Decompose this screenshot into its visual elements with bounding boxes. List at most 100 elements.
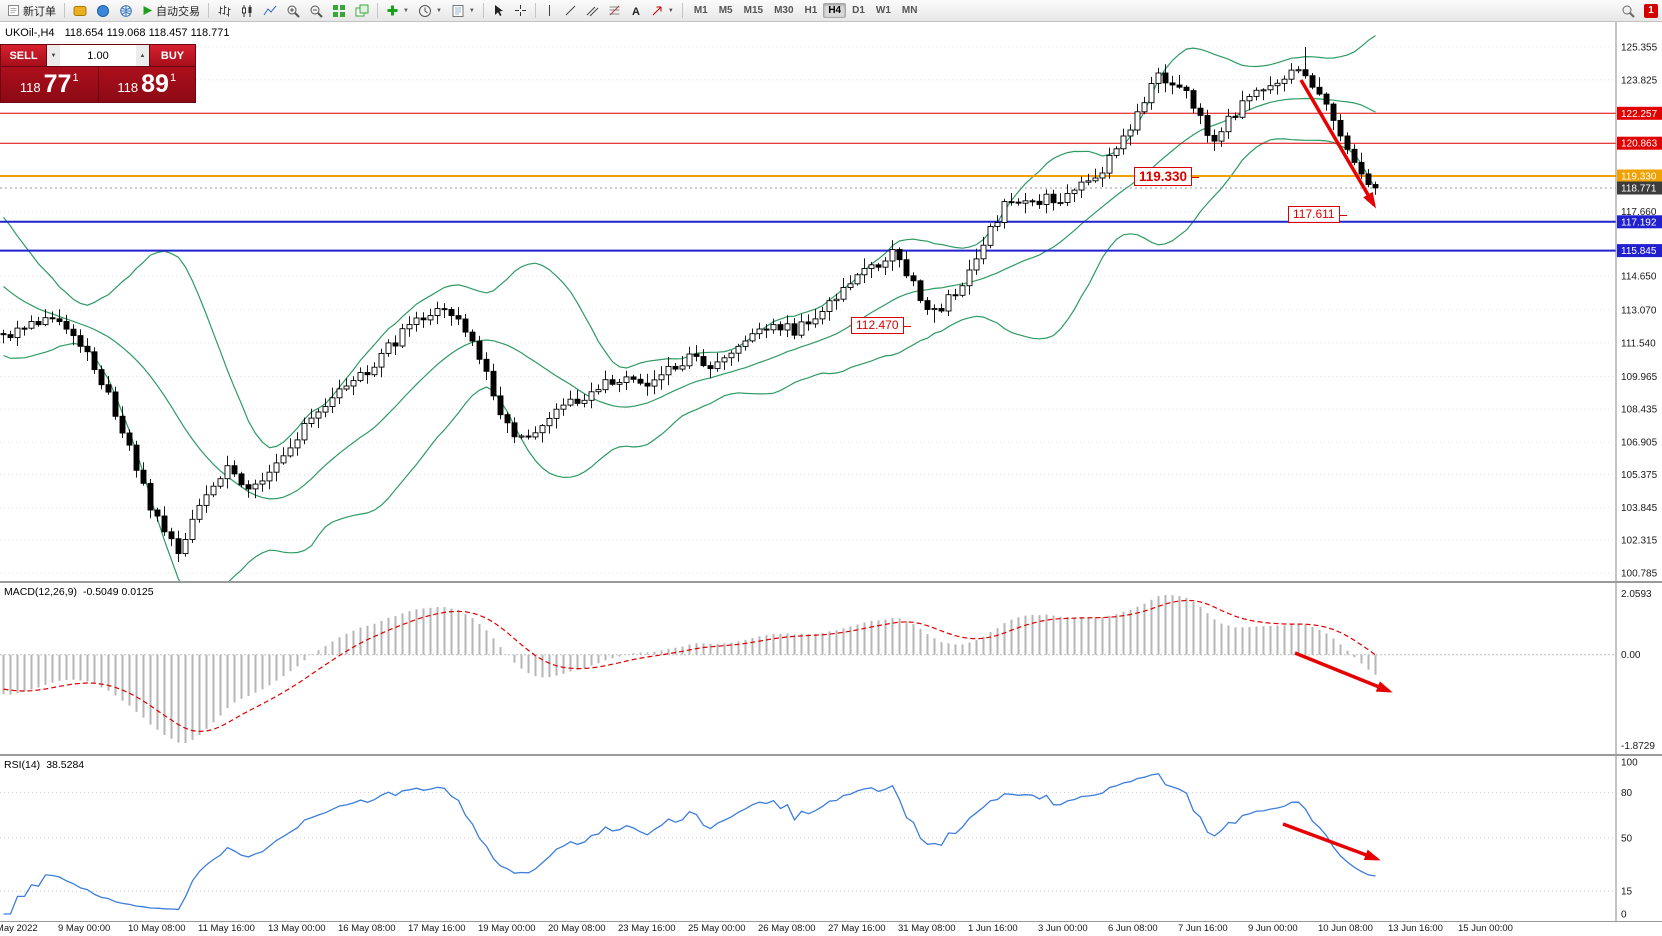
ohlc-values: 118.654 119.068 118.457 118.771 [64,27,230,39]
market-button[interactable] [69,2,91,20]
timeframe-h4-button[interactable]: H4 [823,3,847,18]
zoom-out-button[interactable] [305,2,327,20]
signals-icon [96,4,110,18]
chevron-down-icon: ▼ [403,7,409,14]
time-label: 9 May 00:00 [58,923,111,934]
toolbar-separator [534,3,536,18]
price-annotation[interactable]: 119.330 [1134,167,1200,186]
vertical-line-button[interactable] [540,2,559,20]
svg-text:50: 50 [1621,834,1633,845]
community-icon [119,4,133,18]
templates-button[interactable]: ▼ [447,2,479,20]
toolbar-right: 1 [1617,2,1659,20]
macd-panel[interactable]: 2.0593 0.00 -1.8729 [0,583,1662,754]
timeframe-mn-button[interactable]: MN [897,3,923,18]
community-button[interactable] [115,2,137,20]
toolbar-separator [681,3,683,18]
svg-text:117.192: 117.192 [1621,217,1657,228]
chart-title: UKOil-,H4 118.654 119.068 118.457 118.77… [5,27,230,39]
time-label: 26 May 08:00 [758,923,816,934]
zoom-in-icon [286,4,300,18]
svg-text:125.355: 125.355 [1621,43,1658,54]
timeframe-m30-button[interactable]: M30 [769,3,798,18]
tile-windows-icon [332,4,346,18]
svg-text:115.845: 115.845 [1621,246,1657,257]
price-annotation[interactable]: 117.611 [1288,206,1347,223]
timeframe-m5-button[interactable]: M5 [714,3,738,18]
buy-price-display[interactable]: 118 89 1 [117,70,177,98]
buy-button[interactable]: BUY [150,45,195,66]
panel-divider[interactable] [0,754,1662,756]
cursor-icon [492,4,505,17]
lot-increase-button[interactable]: ▲ [136,45,149,66]
time-label: 23 May 16:00 [618,923,676,934]
chevron-down-icon: ▼ [667,7,674,14]
auto-trading-label: 自动交易 [156,5,200,18]
lot-size-input[interactable] [60,45,136,66]
bars-chart-button[interactable] [213,2,235,20]
templates-icon [451,4,465,18]
fibonacci-button[interactable] [604,2,625,20]
arrows-icon [651,4,664,17]
time-label: 10 Jun 08:00 [1318,923,1373,934]
cursor-button[interactable] [488,2,509,20]
svg-text:118.771: 118.771 [1621,184,1657,195]
line-chart-button[interactable] [259,2,281,20]
svg-text:0.00: 0.00 [1621,650,1641,661]
timeframe-d1-button[interactable]: D1 [847,3,870,18]
svg-text:A: A [632,6,640,17]
channel-button[interactable] [582,2,603,20]
notification-badge[interactable]: 1 [1644,3,1658,18]
toolbar-separator [377,3,378,18]
toolbar: 新订单 自动交易 ▼ ▼ ▼ A ▼ M1 M5 M15 M30 H1 H4 D1 W1 M [0,0,1662,22]
periods-icon [418,4,432,18]
svg-text:117.660: 117.660 [1621,207,1657,218]
signals-button[interactable] [92,2,114,20]
candles-chart-button[interactable] [236,2,258,20]
panel-divider[interactable] [0,581,1662,583]
search-button[interactable] [1617,2,1639,20]
trendline-button[interactable] [560,2,581,20]
time-axis[interactable]: 5 May 2022 9 May 00:00 10 May 08:00 11 May … [0,922,1616,936]
time-label: 3 Jun 00:00 [1038,923,1088,934]
zoom-in-button[interactable] [282,2,304,20]
time-label: 1 Jun 16:00 [968,923,1018,934]
timeframe-m1-button[interactable]: M1 [689,3,713,18]
svg-text:-1.8729: -1.8729 [1621,741,1655,752]
time-label: 20 May 08:00 [548,923,606,934]
new-order-button[interactable]: 新订单 [3,2,60,20]
price-chart[interactable]: 125.355123.825122.257120.863119.330118.7… [0,22,1662,581]
svg-text:15: 15 [1621,887,1633,898]
timeframe-h1-button[interactable]: H1 [800,3,823,18]
rsi-panel[interactable]: 100 80 50 15 0 [0,756,1662,921]
time-label: 31 May 08:00 [898,923,956,934]
time-label: 11 May 16:00 [198,923,255,934]
crosshair-button[interactable] [510,2,531,20]
auto-trading-button[interactable]: 自动交易 [138,2,204,20]
svg-text:80: 80 [1621,788,1633,799]
tile-windows-button[interactable] [328,2,350,20]
periods-button[interactable]: ▼ [414,2,446,20]
svg-text:105.375: 105.375 [1621,470,1658,481]
indicators-button[interactable]: ▼ [382,2,413,20]
one-click-trading-panel: SELL ▼ ▲ BUY 118 77 1 118 89 1 [0,44,196,103]
zoom-out-icon [309,4,323,18]
cascade-windows-button[interactable] [351,2,373,20]
timeframe-w1-button[interactable]: W1 [871,3,896,18]
search-icon [1621,4,1635,18]
price-annotation[interactable]: 112.470 [851,317,910,334]
sell-price-display[interactable]: 118 77 1 [1,67,99,102]
lot-size-control: ▼ ▲ [46,45,150,66]
text-icon: A [630,4,642,17]
rsi-indicator-label: RSI(14) 38.5284 [4,759,85,771]
sell-button[interactable]: SELL [1,45,46,66]
text-button[interactable]: A [626,2,646,20]
arrows-button[interactable]: ▼ [647,2,678,20]
crosshair-icon [514,4,527,17]
macd-indicator-label: MACD(12,26,9) -0.5049 0.0125 [4,586,154,598]
fibonacci-icon [608,4,621,17]
time-label: 5 May 2022 [0,923,38,934]
lot-decrease-button[interactable]: ▼ [47,45,60,66]
timeframe-m15-button[interactable]: M15 [739,3,768,18]
